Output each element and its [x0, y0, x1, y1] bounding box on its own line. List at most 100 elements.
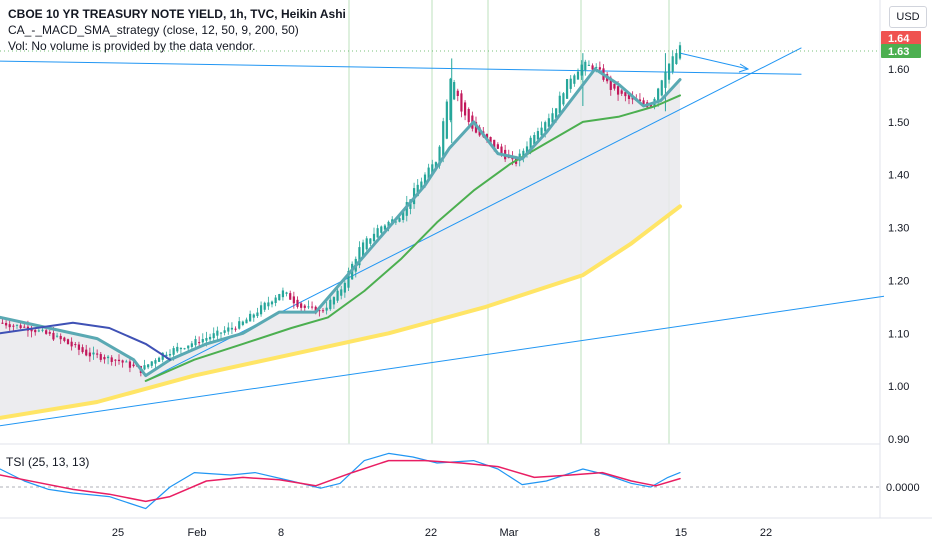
- last-price-tag: 1.63: [888, 46, 909, 58]
- candle-body: [212, 333, 215, 339]
- candle-body: [292, 296, 295, 304]
- tsi-legend[interactable]: TSI (25, 13, 13): [6, 455, 90, 469]
- ema-fast-line: [0, 67, 682, 378]
- time-tick-8: 8: [594, 527, 600, 539]
- sma-slow-line: [0, 204, 682, 420]
- candle-body: [584, 61, 587, 71]
- candle-body: [45, 330, 48, 334]
- candle-body: [179, 347, 183, 350]
- candle-body: [533, 135, 536, 145]
- candle-body: [576, 71, 580, 80]
- candle-body: [547, 118, 550, 127]
- candle-body: [267, 302, 270, 307]
- candle-body: [358, 247, 361, 266]
- candle-body: [128, 361, 132, 368]
- candle-body: [340, 289, 343, 296]
- currency-button[interactable]: USD: [889, 6, 927, 28]
- candle-body: [88, 352, 91, 357]
- candle-body: [85, 349, 88, 356]
- candle-body: [565, 79, 569, 99]
- candle-body: [55, 335, 59, 337]
- candle-body: [147, 364, 150, 368]
- candle-body: [402, 211, 405, 220]
- candle-body: [157, 357, 161, 362]
- macd-line: [0, 321, 171, 361]
- candle-body: [310, 306, 314, 308]
- candle-body: [380, 226, 383, 233]
- candle-body: [117, 359, 121, 362]
- candle-body: [110, 357, 113, 362]
- time-tick-25: 25: [112, 527, 124, 539]
- candle-body: [675, 53, 678, 64]
- candle-body: [70, 341, 73, 347]
- candle-body: [387, 221, 390, 228]
- candle-body: [336, 290, 339, 301]
- candle-body: [19, 325, 22, 329]
- candle-body: [627, 94, 631, 100]
- price-tick-1.60: 1.60: [888, 64, 909, 76]
- candle-body: [660, 80, 663, 96]
- candle-body: [66, 339, 70, 345]
- candle-body: [1, 322, 4, 324]
- candle-body: [416, 184, 419, 197]
- time-tick-22: 22: [425, 527, 437, 539]
- candle-body: [442, 121, 445, 157]
- candle-body: [369, 238, 372, 244]
- candle-body: [591, 65, 594, 70]
- candle-body: [150, 361, 153, 366]
- price-tick-1.00: 1.00: [888, 381, 909, 393]
- price-tick-1.40: 1.40: [888, 170, 909, 182]
- candle-body: [613, 83, 616, 89]
- candle-body: [121, 360, 124, 363]
- candle-body: [500, 146, 503, 154]
- candle-body: [525, 146, 529, 155]
- candle-body: [30, 328, 33, 332]
- candle-body: [41, 329, 44, 331]
- candle-body: [252, 314, 255, 318]
- candle-body: [219, 332, 223, 334]
- candle-body: [460, 93, 463, 112]
- candle-body: [74, 344, 77, 346]
- price-tick-1.10: 1.10: [888, 328, 909, 340]
- candle-body: [361, 242, 365, 257]
- candle-body: [165, 354, 168, 357]
- candle-body: [154, 360, 157, 364]
- candle-body: [194, 339, 197, 346]
- candle-body: [15, 324, 19, 326]
- candle-body: [285, 292, 288, 294]
- price-tick-0.90: 0.90: [888, 434, 909, 446]
- candle-body: [81, 347, 84, 353]
- candle-body: [587, 64, 591, 66]
- trend-arrow-head: [738, 63, 750, 73]
- candle-body: [398, 218, 401, 222]
- candle-body: [580, 64, 583, 76]
- candle-body: [176, 346, 179, 352]
- candle-body: [420, 181, 423, 191]
- strategy-legend[interactable]: CA_-_MACD_SMA_strategy (close, 12, 50, 9…: [8, 23, 299, 37]
- candle-body: [423, 174, 427, 187]
- candle-body: [325, 307, 328, 311]
- candle-body: [667, 63, 671, 80]
- candle-body: [671, 56, 674, 72]
- volume-legend: Vol: No volume is provided by the data v…: [8, 39, 256, 53]
- candle-body: [125, 361, 128, 363]
- candle-body: [562, 93, 565, 105]
- candle-body: [256, 312, 259, 317]
- candle-body: [96, 353, 99, 355]
- candle-body: [278, 294, 281, 301]
- candle-body: [427, 167, 430, 181]
- candle-body: [216, 330, 219, 336]
- symbol-title[interactable]: CBOE 10 YR TREASURY NOTE YIELD, 1h, TVC,…: [8, 7, 346, 21]
- candle-body: [227, 327, 230, 332]
- candle-body: [12, 325, 15, 327]
- candle-body: [183, 348, 186, 350]
- candle-body: [241, 321, 244, 325]
- time-tick-Feb: Feb: [188, 527, 207, 539]
- candle-body: [187, 345, 190, 349]
- candle-body: [347, 270, 350, 288]
- candle-body: [201, 339, 204, 343]
- candle-body: [318, 310, 321, 312]
- price-tick-1.30: 1.30: [888, 223, 909, 235]
- candle-body: [296, 299, 299, 307]
